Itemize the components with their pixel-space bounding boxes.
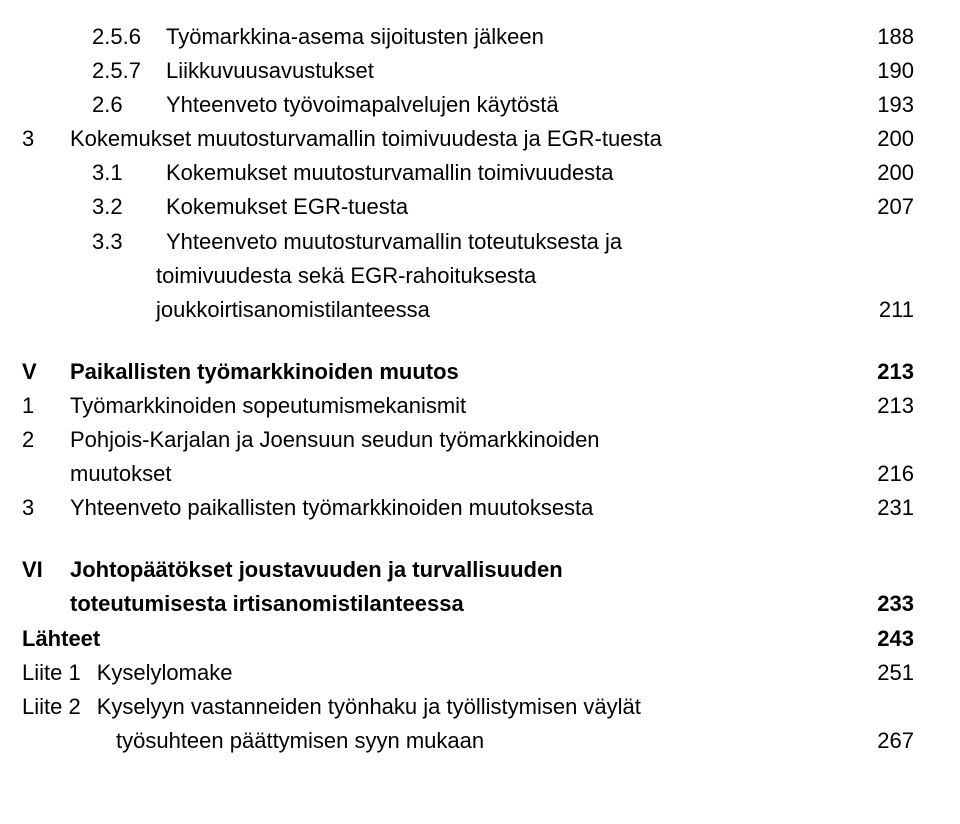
toc-label: Kyselyyn vastanneiden työnhaku ja työlli…: [97, 690, 641, 724]
toc-number: 3.2: [92, 190, 166, 224]
toc-entry-continuation: toteutumisesta irtisanomistilanteessa 23…: [22, 587, 914, 621]
toc-number: 2.6: [92, 88, 166, 122]
toc-label: toteutumisesta irtisanomistilanteessa: [70, 587, 464, 621]
toc-label: Työmarkkina-asema sijoitusten jälkeen: [166, 20, 544, 54]
toc-page-number: 243: [860, 622, 914, 656]
toc-number: 3.3: [92, 225, 166, 259]
toc-label: Työmarkkinoiden sopeutumismekanismit: [70, 389, 466, 423]
toc-label: Kyselylomake: [97, 656, 233, 690]
toc-number: 1: [22, 389, 70, 423]
toc-entry: 3.2 Kokemukset EGR-tuesta 207: [22, 190, 914, 224]
toc-number: 3: [22, 491, 70, 525]
toc-label: Kokemukset muutosturvamallin toimivuudes…: [70, 122, 662, 156]
toc-entry: 3 Yhteenveto paikallisten työmarkkinoide…: [22, 491, 914, 525]
toc-entry: 2.6 Yhteenveto työvoimapalvelujen käytös…: [22, 88, 914, 122]
toc-page-number: 190: [860, 54, 914, 88]
toc-label: Lähteet: [22, 622, 100, 656]
toc-entry: 2.5.6 Työmarkkina-asema sijoitusten jälk…: [22, 20, 914, 54]
toc-label: joukkoirtisanomistilanteessa: [156, 293, 430, 327]
toc-label: Yhteenveto muutosturvamallin toteutukses…: [166, 225, 622, 259]
toc-page: 2.5.6 Työmarkkina-asema sijoitusten jälk…: [0, 0, 960, 778]
toc-number: 3.1: [92, 156, 166, 190]
toc-number: 3: [22, 122, 70, 156]
toc-entry: 2.5.7 Liikkuvuusavustukset 190: [22, 54, 914, 88]
toc-page-number: 213: [860, 355, 914, 389]
toc-page-number: 216: [860, 457, 914, 491]
toc-entry: 3.1 Kokemukset muutosturvamallin toimivu…: [22, 156, 914, 190]
toc-label: Yhteenveto työvoimapalvelujen käytöstä: [166, 88, 559, 122]
toc-label: toimivuudesta sekä EGR-rahoituksesta: [156, 259, 536, 293]
toc-page-number: 200: [860, 122, 914, 156]
toc-entry: Lähteet 243: [22, 622, 914, 656]
toc-entry: 3.3 Yhteenveto muutosturvamallin toteutu…: [22, 225, 914, 259]
toc-entry-continuation: muutokset 216: [22, 457, 914, 491]
toc-entry: Liite 1 Kyselylomake 251: [22, 656, 914, 690]
toc-page-number: 231: [860, 491, 914, 525]
toc-entry-continuation: toimivuudesta sekä EGR-rahoituksesta: [22, 259, 914, 293]
toc-page-number: 211: [860, 293, 914, 327]
toc-page-number: 233: [860, 587, 914, 621]
toc-label: Kokemukset muutosturvamallin toimivuudes…: [166, 156, 614, 190]
toc-page-number: 200: [860, 156, 914, 190]
toc-entry-section: VI Johtopäätökset joustavuuden ja turval…: [22, 553, 914, 587]
toc-label: muutokset: [70, 457, 172, 491]
toc-number: Liite 1: [22, 656, 97, 690]
toc-label: Kokemukset EGR-tuesta: [166, 190, 408, 224]
toc-label: Yhteenveto paikallisten työmarkkinoiden …: [70, 491, 593, 525]
toc-entry-section: V Paikallisten työmarkkinoiden muutos 21…: [22, 355, 914, 389]
toc-number: 2: [22, 423, 70, 457]
toc-label: Pohjois-Karjalan ja Joensuun seudun työm…: [70, 423, 600, 457]
toc-entry: 2 Pohjois-Karjalan ja Joensuun seudun ty…: [22, 423, 914, 457]
toc-entry-continuation: työsuhteen päättymisen syyn mukaan 267: [22, 724, 914, 758]
toc-entry: 1 Työmarkkinoiden sopeutumismekanismit 2…: [22, 389, 914, 423]
toc-label: Liikkuvuusavustukset: [166, 54, 374, 88]
toc-label: Paikallisten työmarkkinoiden muutos: [70, 355, 459, 389]
toc-entry: 3 Kokemukset muutosturvamallin toimivuud…: [22, 122, 914, 156]
toc-page-number: 207: [860, 190, 914, 224]
toc-page-number: 213: [860, 389, 914, 423]
toc-page-number: 193: [860, 88, 914, 122]
toc-label: työsuhteen päättymisen syyn mukaan: [116, 724, 484, 758]
toc-page-number: 251: [860, 656, 914, 690]
toc-number: V: [22, 355, 70, 389]
toc-page-number: 267: [860, 724, 914, 758]
toc-label: Johtopäätökset joustavuuden ja turvallis…: [70, 553, 563, 587]
toc-page-number: 188: [860, 20, 914, 54]
toc-entry-continuation: joukkoirtisanomistilanteessa 211: [22, 293, 914, 327]
toc-number: VI: [22, 553, 70, 587]
toc-number: 2.5.7: [92, 54, 166, 88]
toc-entry: Liite 2 Kyselyyn vastanneiden työnhaku j…: [22, 690, 914, 724]
toc-number: Liite 2: [22, 690, 97, 724]
toc-number: 2.5.6: [92, 20, 166, 54]
